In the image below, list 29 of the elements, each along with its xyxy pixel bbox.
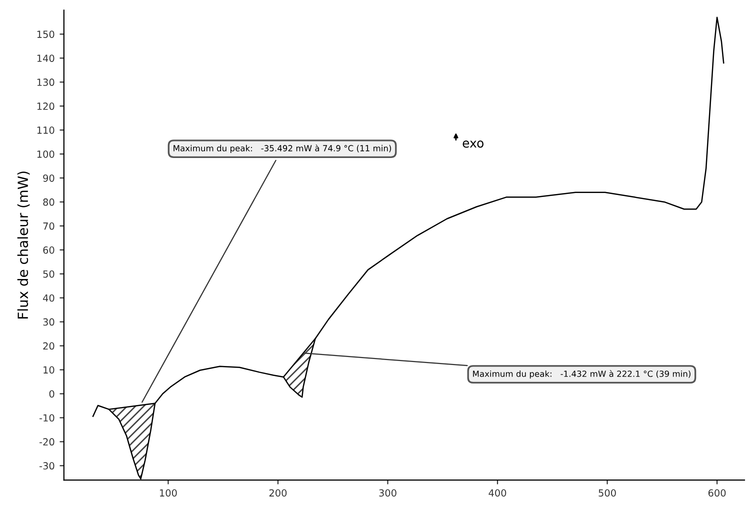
y-tick-label: 70 — [43, 222, 54, 230]
y-axis-title: Flux de chaleur (mW) — [17, 172, 30, 318]
y-tick-label: 80 — [43, 198, 54, 206]
annotation: exo — [462, 140, 484, 148]
annotation: Maximum du peak: -35.492 mW à 74.9 °C (11 min) — [174, 144, 392, 153]
x-tick-label: 300 — [379, 489, 396, 497]
y-tick-label: 140 — [37, 54, 54, 62]
y-tick-label: 120 — [37, 102, 54, 110]
y-tick-label: 60 — [43, 246, 54, 254]
y-tick-label: 10 — [44, 366, 54, 374]
y-tick-label: 150 — [37, 30, 54, 38]
y-tick-label: -20 — [39, 438, 54, 446]
x-tick-label: 500 — [598, 489, 616, 497]
annotation: Maximum du peak: -1.432 mW à 222.1 °C (39 min) — [473, 370, 690, 379]
y-tick-label: 20 — [43, 342, 54, 350]
y-tick-label: 0 — [49, 390, 54, 398]
y-tick-label: 100 — [37, 150, 54, 158]
y-tick-label: 90 — [43, 174, 54, 182]
y-tick-label: -10 — [39, 414, 54, 422]
y-tick-label: 30 — [43, 318, 54, 326]
x-tick-label: 100 — [160, 489, 177, 497]
y-tick-label: 50 — [43, 270, 54, 278]
y-tick-label: -30 — [39, 462, 54, 470]
x-tick-label: 200 — [269, 489, 287, 497]
x-tick-label: 600 — [708, 489, 726, 497]
x-tick-label: 400 — [488, 489, 506, 497]
y-tick-label: 40 — [42, 294, 54, 302]
y-tick-label: 110 — [37, 126, 54, 134]
y-tick-label: 130 — [37, 78, 54, 86]
